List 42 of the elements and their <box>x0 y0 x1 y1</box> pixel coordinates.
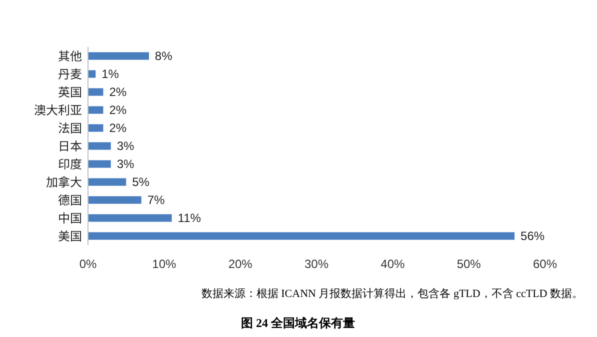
y-tick-label: 法国 <box>58 120 82 136</box>
x-tick-label: 0% <box>79 257 97 271</box>
bar <box>88 232 515 240</box>
y-tick-label: 英国 <box>58 84 82 100</box>
bar <box>88 160 111 168</box>
data-label: 11% <box>178 211 202 225</box>
bar <box>88 124 104 132</box>
x-tick-label: 20% <box>228 257 253 271</box>
x-tick-label: 50% <box>456 257 482 271</box>
bar <box>88 52 149 60</box>
data-label: 2% <box>109 103 127 117</box>
x-tick-label: 30% <box>304 257 329 271</box>
y-tick-label: 日本 <box>58 138 82 154</box>
data-label: 1% <box>102 67 120 81</box>
y-tick-label: 中国 <box>58 210 82 226</box>
source-note: 数据来源：根据 ICANN 月报数据计算得出，包含各 gTLD，不含 ccTLD 数据。 <box>201 287 583 300</box>
data-label: 8% <box>154 49 173 63</box>
data-label: 56% <box>520 229 545 243</box>
data-label: 3% <box>116 139 135 153</box>
y-tick-label: 德国 <box>58 192 82 208</box>
y-tick-label: 美国 <box>58 228 82 244</box>
bar <box>88 196 142 204</box>
bar <box>88 178 126 186</box>
y-tick-label: 其他 <box>58 48 82 64</box>
y-tick-label: 印度 <box>58 156 82 172</box>
x-tick-label: 60% <box>532 257 558 271</box>
bar <box>88 88 104 96</box>
text: 图 24 全国域名保有量 <box>241 316 355 330</box>
bar <box>88 70 96 78</box>
data-label: 2% <box>109 85 127 99</box>
bar <box>88 142 111 150</box>
data-label: 2% <box>109 121 127 135</box>
data-label: 3% <box>116 157 135 171</box>
bar <box>88 106 104 114</box>
x-tick-label: 10% <box>152 257 176 271</box>
y-tick-label: 加拿大 <box>46 174 82 190</box>
y-tick-label: 澳大利亚 <box>34 102 82 118</box>
data-label: 7% <box>147 193 165 207</box>
y-tick-label: 丹麦 <box>58 66 82 82</box>
x-tick-label: 40% <box>380 257 405 271</box>
data-label: 5% <box>132 175 150 189</box>
bar <box>88 214 172 222</box>
